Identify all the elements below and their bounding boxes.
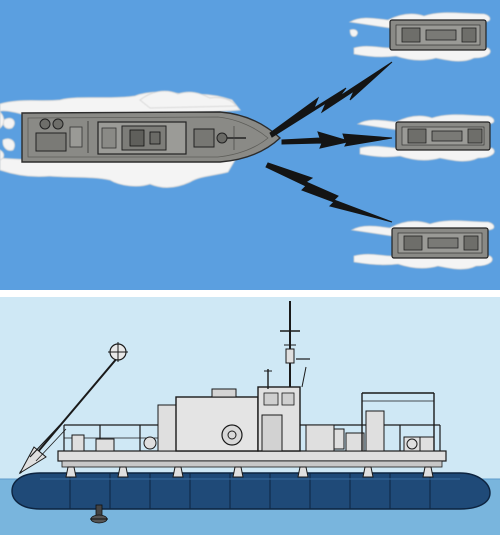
aft-equipment (71, 404, 181, 452)
remote-craft-3 (350, 220, 495, 270)
side-view-panel (0, 297, 500, 535)
mast (264, 301, 310, 389)
main-deckhouse (175, 386, 301, 452)
control-link-lower (265, 162, 393, 223)
deck-supports (65, 466, 434, 478)
craft-bow-block (461, 27, 477, 43)
craft-cabin (431, 130, 463, 142)
craft-bow-block (463, 235, 479, 251)
stern-gun-right-icon (52, 118, 64, 130)
ship-deck-edge (27, 116, 269, 158)
stern-hatch (69, 126, 83, 148)
craft-cabin (427, 237, 459, 249)
craft-engine-block (403, 235, 423, 251)
control-link-middle (281, 131, 393, 149)
craft-bow-block (467, 128, 483, 144)
forward-mount (193, 128, 215, 148)
bridge-window (281, 392, 295, 406)
forward-equipment (305, 410, 435, 452)
float-tube (11, 472, 491, 510)
aft-deckhouse-block (101, 127, 117, 149)
remote-craft-1 (348, 12, 491, 62)
bridge-window (263, 392, 279, 406)
forward-gantry (361, 392, 435, 451)
craft-cabin (425, 29, 457, 41)
stern-gun-left-icon (39, 118, 51, 130)
control-links (265, 61, 393, 223)
forward-gun-icon (216, 132, 228, 144)
plan-view-panel (0, 0, 500, 290)
stern-deckhouse (35, 132, 67, 152)
control-link-upper (269, 61, 393, 138)
mast-platform (149, 131, 161, 145)
winch-drum-icon (221, 424, 243, 446)
deck-platform (57, 450, 447, 478)
antenna-boom (18, 342, 128, 475)
craft-engine-block (401, 27, 421, 43)
remote-craft-2 (356, 114, 495, 162)
propeller-icon (90, 504, 108, 524)
craft-engine-block (407, 128, 427, 144)
hatch-door (261, 414, 283, 452)
funnel (129, 129, 145, 147)
controller-ship (21, 111, 282, 163)
